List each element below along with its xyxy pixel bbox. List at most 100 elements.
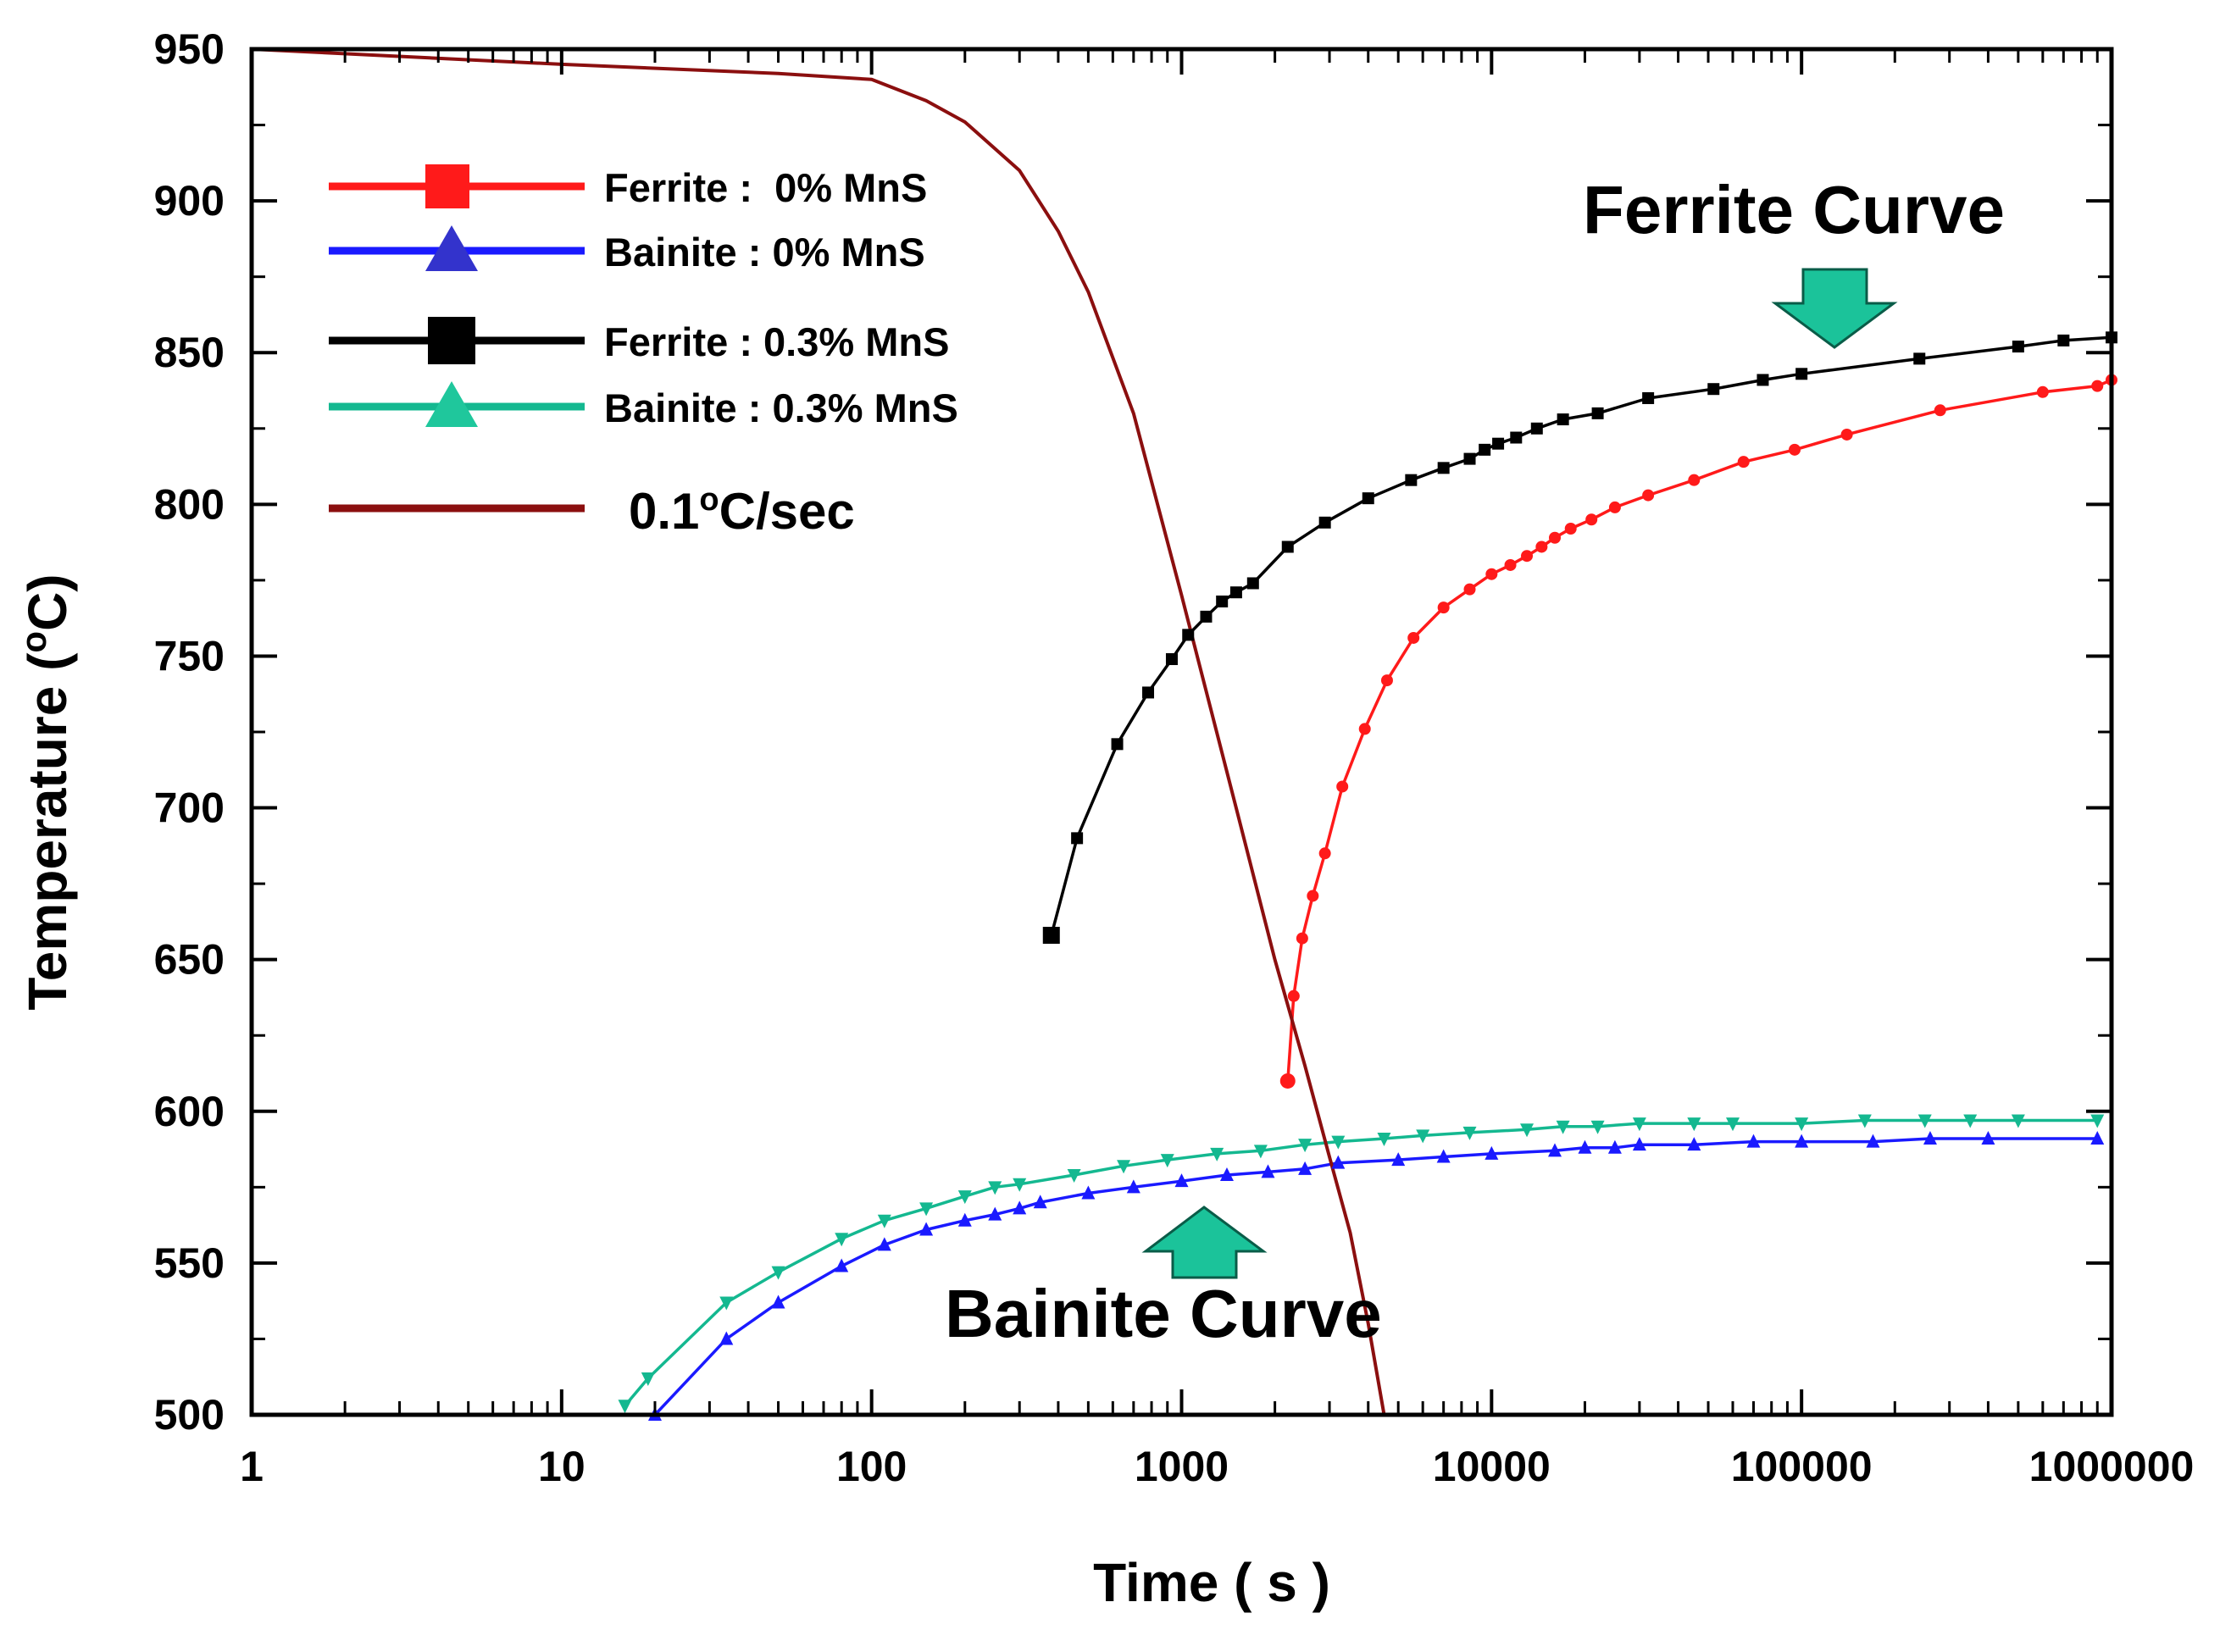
series-1-marker (1219, 1167, 1234, 1182)
series-0-marker (2091, 380, 2104, 392)
x-tick-label: 10000 (1433, 1443, 1551, 1490)
legend-marker-bainite-0 (425, 225, 478, 271)
annotation-bainite-curve: Bainite Curve (945, 1276, 1382, 1351)
y-axis-title-degree: o (14, 631, 53, 653)
series-2-marker (1405, 474, 1418, 486)
series-2-marker (1142, 686, 1155, 699)
series-0-marker (1287, 990, 1300, 1002)
series-0-marker (1934, 404, 1946, 417)
series-2-line (1050, 335, 2113, 937)
series-3-marker (1067, 1169, 1081, 1184)
series-2-marker (1042, 927, 1060, 945)
series-1-marker (2090, 1131, 2105, 1145)
x-tick-label: 1000 (1135, 1443, 1229, 1490)
series-2-marker (1642, 391, 1655, 404)
series-3-marker (618, 1400, 632, 1414)
series-markers (618, 331, 2117, 1421)
y-tick-label: 900 (154, 177, 225, 225)
series-1-marker (1436, 1149, 1451, 1163)
x-tick-label: 1 (240, 1443, 264, 1490)
series-3-marker (1377, 1133, 1391, 1147)
series-0-marker (1380, 674, 1393, 687)
series-2-marker (2057, 334, 2070, 346)
series-2-marker (1437, 462, 1450, 474)
series-1-marker (988, 1206, 1002, 1221)
series-3-marker (771, 1266, 785, 1280)
series-1-marker (1298, 1161, 1313, 1175)
series-3-marker (1917, 1114, 1932, 1128)
series-1-marker (1578, 1139, 1592, 1154)
series-3-marker (2090, 1114, 2105, 1128)
series-0-marker (1463, 583, 1476, 596)
series-3-marker (919, 1202, 934, 1217)
series-0-marker (1737, 456, 1750, 468)
legend-label-bainite-0: Bainite : 0% MnS (604, 230, 925, 274)
x-tick-label: 1000000 (2029, 1443, 2195, 1490)
y-tick-label: 800 (154, 480, 225, 528)
series-0-marker (1564, 522, 1577, 535)
y-tick-label: 550 (154, 1239, 225, 1287)
series-1-marker (1331, 1155, 1346, 1169)
series-0-marker (1608, 501, 1621, 513)
series-3-marker (1160, 1154, 1174, 1168)
x-tick-label: 100000 (1731, 1443, 1873, 1490)
series-3-marker (1298, 1139, 1313, 1153)
series-1-marker (919, 1222, 934, 1236)
y-tick-label: 500 (154, 1391, 225, 1439)
series-1-marker (1033, 1195, 1047, 1209)
series-2-marker (1182, 629, 1195, 641)
y-tick-label: 750 (154, 632, 225, 679)
series-3-marker (1795, 1117, 1809, 1132)
series-1-marker (1632, 1137, 1646, 1151)
series-0-marker (1549, 531, 1562, 544)
series-0-marker (1318, 847, 1331, 860)
series-1-marker (1126, 1179, 1140, 1194)
series-3-marker (1632, 1117, 1646, 1132)
series-2-marker (1913, 352, 1926, 365)
series-3-marker (719, 1296, 734, 1311)
series-0-line (1286, 378, 2113, 1083)
series-3-marker (1687, 1117, 1701, 1132)
series-0-marker (1504, 558, 1517, 571)
series-2-marker (1200, 610, 1213, 623)
series-1-marker (1607, 1139, 1622, 1154)
series-3-marker (1416, 1129, 1430, 1144)
series-1-marker (1923, 1131, 1937, 1145)
series-0-marker (1789, 443, 1801, 456)
series-0-marker (1437, 601, 1450, 614)
x-tick-label: 100 (836, 1443, 907, 1490)
series-1-marker (1981, 1131, 1995, 1145)
series-0-marker (1840, 428, 1853, 441)
series-2-marker (1492, 437, 1505, 450)
series-0-marker (1336, 780, 1349, 793)
y-tick-label: 950 (154, 25, 225, 73)
series-2-marker (1165, 653, 1178, 666)
series-1-marker (771, 1294, 785, 1309)
series-2-marker (1530, 422, 1543, 435)
series-2-marker (1463, 452, 1476, 465)
series-3-marker (2011, 1114, 2025, 1128)
series-1-marker (1081, 1185, 1096, 1200)
series-2-marker (1071, 832, 1084, 845)
y-tick-label: 850 (154, 329, 225, 376)
series-2-marker (1229, 586, 1242, 599)
series-1-marker (1391, 1152, 1406, 1167)
series-1-marker (719, 1331, 734, 1345)
series-3-marker (1013, 1178, 1027, 1192)
series-2-marker (1318, 516, 1331, 529)
series-0-marker (1485, 568, 1498, 580)
series-2-marker (1510, 431, 1523, 444)
series-0-marker (1407, 631, 1420, 644)
legend-marker-bainite-03 (425, 381, 478, 427)
legend-label-cooling-pre: 0.1 (629, 483, 699, 540)
y-axis-title-unit: C) (17, 574, 78, 631)
legend-label-ferrite-03: Ferrite : 0.3% MnS (604, 319, 949, 364)
series-3-marker (988, 1181, 1002, 1195)
series-1-marker (1687, 1137, 1701, 1151)
series-3-marker (835, 1233, 849, 1247)
series-0-marker (1279, 1073, 1296, 1089)
annotations: Ferrite Curve Bainite Curve (945, 172, 2005, 1351)
series-3-marker (1590, 1120, 1605, 1134)
